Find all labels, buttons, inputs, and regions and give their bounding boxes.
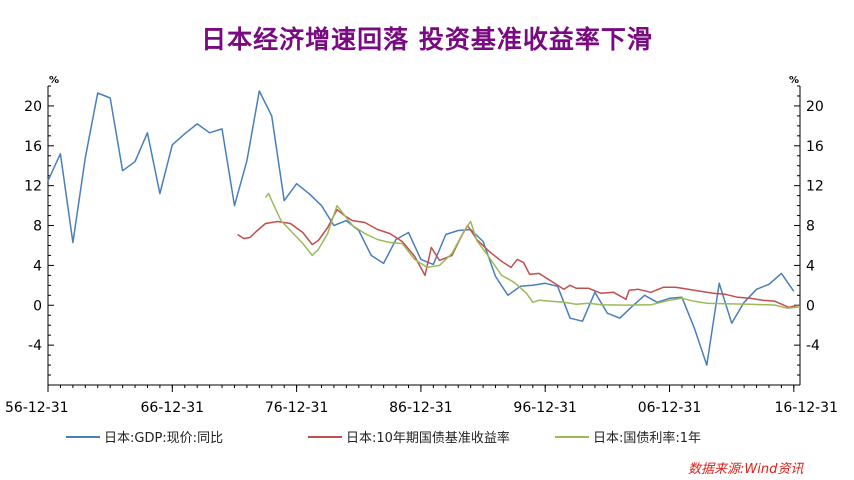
legend-swatch-gdp	[66, 435, 100, 438]
legend-label-10y-yield: 日本:10年期国债基准收益率	[346, 431, 510, 446]
legend-swatch-10y-yield	[308, 435, 342, 438]
left-y-tick-label: 20	[24, 99, 42, 115]
left-y-tick-label: 16	[24, 139, 42, 155]
right-y-tick-label: 20	[806, 99, 824, 115]
gdp-growth-line	[47, 90, 795, 366]
right-unit-label: %	[789, 75, 799, 86]
left-y-tick-label: 12	[24, 179, 42, 195]
legend-label-gdp: 日本:GDP:现价:同比	[104, 431, 224, 446]
left-unit-label: %	[49, 75, 59, 86]
axes-layer: % % 20 20 16 16 12 12 8 8 4 4 0 0 -4 -4 56-12-31 66-12-31…	[5, 75, 838, 416]
legend-item-gdp: 日本:GDP:现价:同比	[66, 427, 223, 446]
chart-title: 日本经济增速回落 投资基准收益率下滑	[201, 25, 653, 54]
right-y-tick-label: -4	[806, 338, 820, 354]
x-tick-label: 86-12-31	[389, 400, 453, 416]
x-tick-label: 16-12-31	[774, 400, 838, 416]
right-y-tick-label: 12	[806, 179, 824, 195]
x-tick-label: 96-12-31	[513, 400, 577, 416]
left-y-tick-label: 0	[33, 298, 42, 314]
series-layer	[47, 90, 801, 366]
left-y-tick-label: 4	[33, 258, 42, 274]
legend-swatch-1y-rate	[555, 435, 589, 438]
left-y-tick-label: -4	[28, 338, 42, 354]
jgb-10y-yield-line	[237, 208, 801, 309]
x-tick-label: 66-12-31	[141, 400, 205, 416]
x-tick-label: 06-12-31	[638, 400, 702, 416]
jgb-1y-rate-line	[264, 192, 801, 310]
source-note: 数据来源:Wind资讯	[688, 462, 804, 477]
right-y-tick-label: 4	[806, 258, 815, 274]
left-y-tick-label: 8	[33, 219, 42, 235]
right-y-tick-label: 0	[806, 298, 815, 314]
right-y-tick-label: 16	[806, 139, 824, 155]
legend-item-10y-yield: 日本:10年期国债基准收益率	[308, 427, 510, 446]
x-tick-label: 76-12-31	[265, 400, 329, 416]
right-y-tick-label: 8	[806, 219, 815, 235]
x-tick-label: 56-12-31	[5, 400, 69, 416]
legend-item-1y-rate: 日本:国债利率:1年	[555, 427, 701, 446]
legend-label-1y-rate: 日本:国债利率:1年	[593, 431, 702, 446]
